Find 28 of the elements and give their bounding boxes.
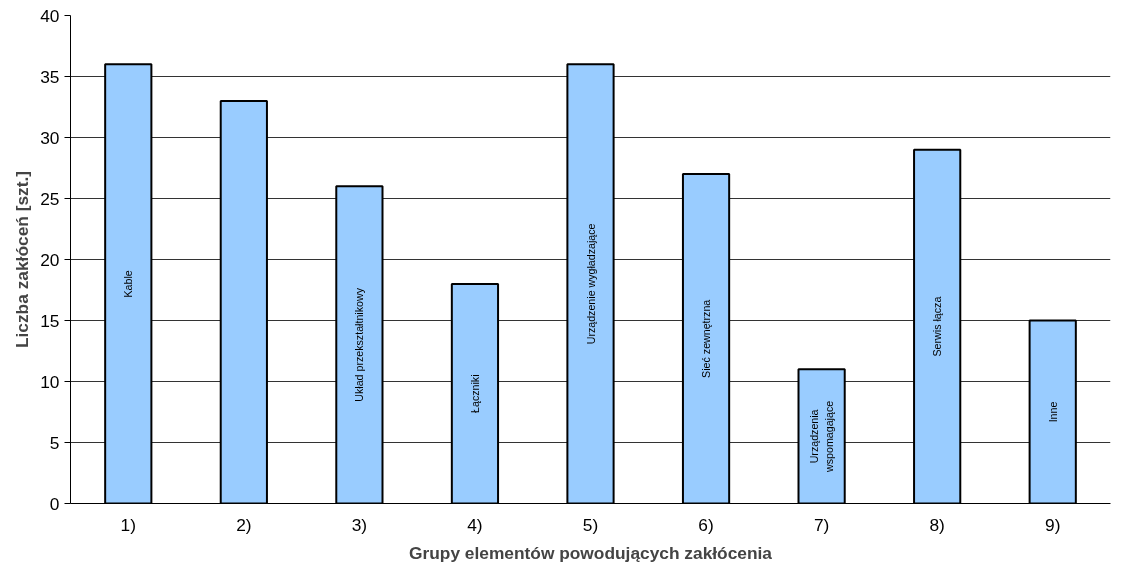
x-axis-title: Grupy elementów powodujących zakłócenia — [408, 542, 773, 563]
data-label: Urządzenie wygładzające — [584, 223, 597, 345]
data-label: Kable — [122, 270, 135, 298]
y-tick-label: 15 — [40, 310, 60, 331]
y-tick-label: 40 — [40, 5, 60, 26]
y-tick-label: 30 — [40, 127, 60, 148]
x-tick-label: 7) — [813, 514, 830, 535]
x-tick-label: 6) — [698, 514, 714, 535]
x-tick-label: 4) — [467, 514, 483, 535]
y-tick-label: 25 — [40, 188, 60, 209]
x-tick-label: 8) — [929, 514, 945, 535]
data-label: Sieć zewnętrzna — [700, 299, 713, 378]
data-label: Inne — [1046, 401, 1059, 423]
y-tick-label: 35 — [40, 66, 60, 87]
y-tick-label: 10 — [40, 371, 60, 392]
y-tick-label: 20 — [40, 249, 60, 270]
data-label: Serwis łącza — [931, 296, 944, 357]
x-tick-label: 5) — [582, 514, 599, 535]
data-label: Układ przekształtnikowy — [353, 287, 366, 402]
x-tick-label: 3) — [351, 514, 368, 535]
y-axis-title: Liczba zakłóceń [szt.] — [12, 170, 33, 349]
y-tick-label: 5 — [49, 432, 60, 453]
data-label: Łączniki — [468, 374, 481, 413]
x-tick-label: 9) — [1045, 514, 1061, 535]
x-tick-label: 2) — [236, 514, 252, 535]
y-tick-label: 0 — [49, 493, 60, 514]
data-label: Urządzenia wspomagające — [808, 400, 835, 473]
x-tick-label: 1) — [120, 514, 136, 535]
